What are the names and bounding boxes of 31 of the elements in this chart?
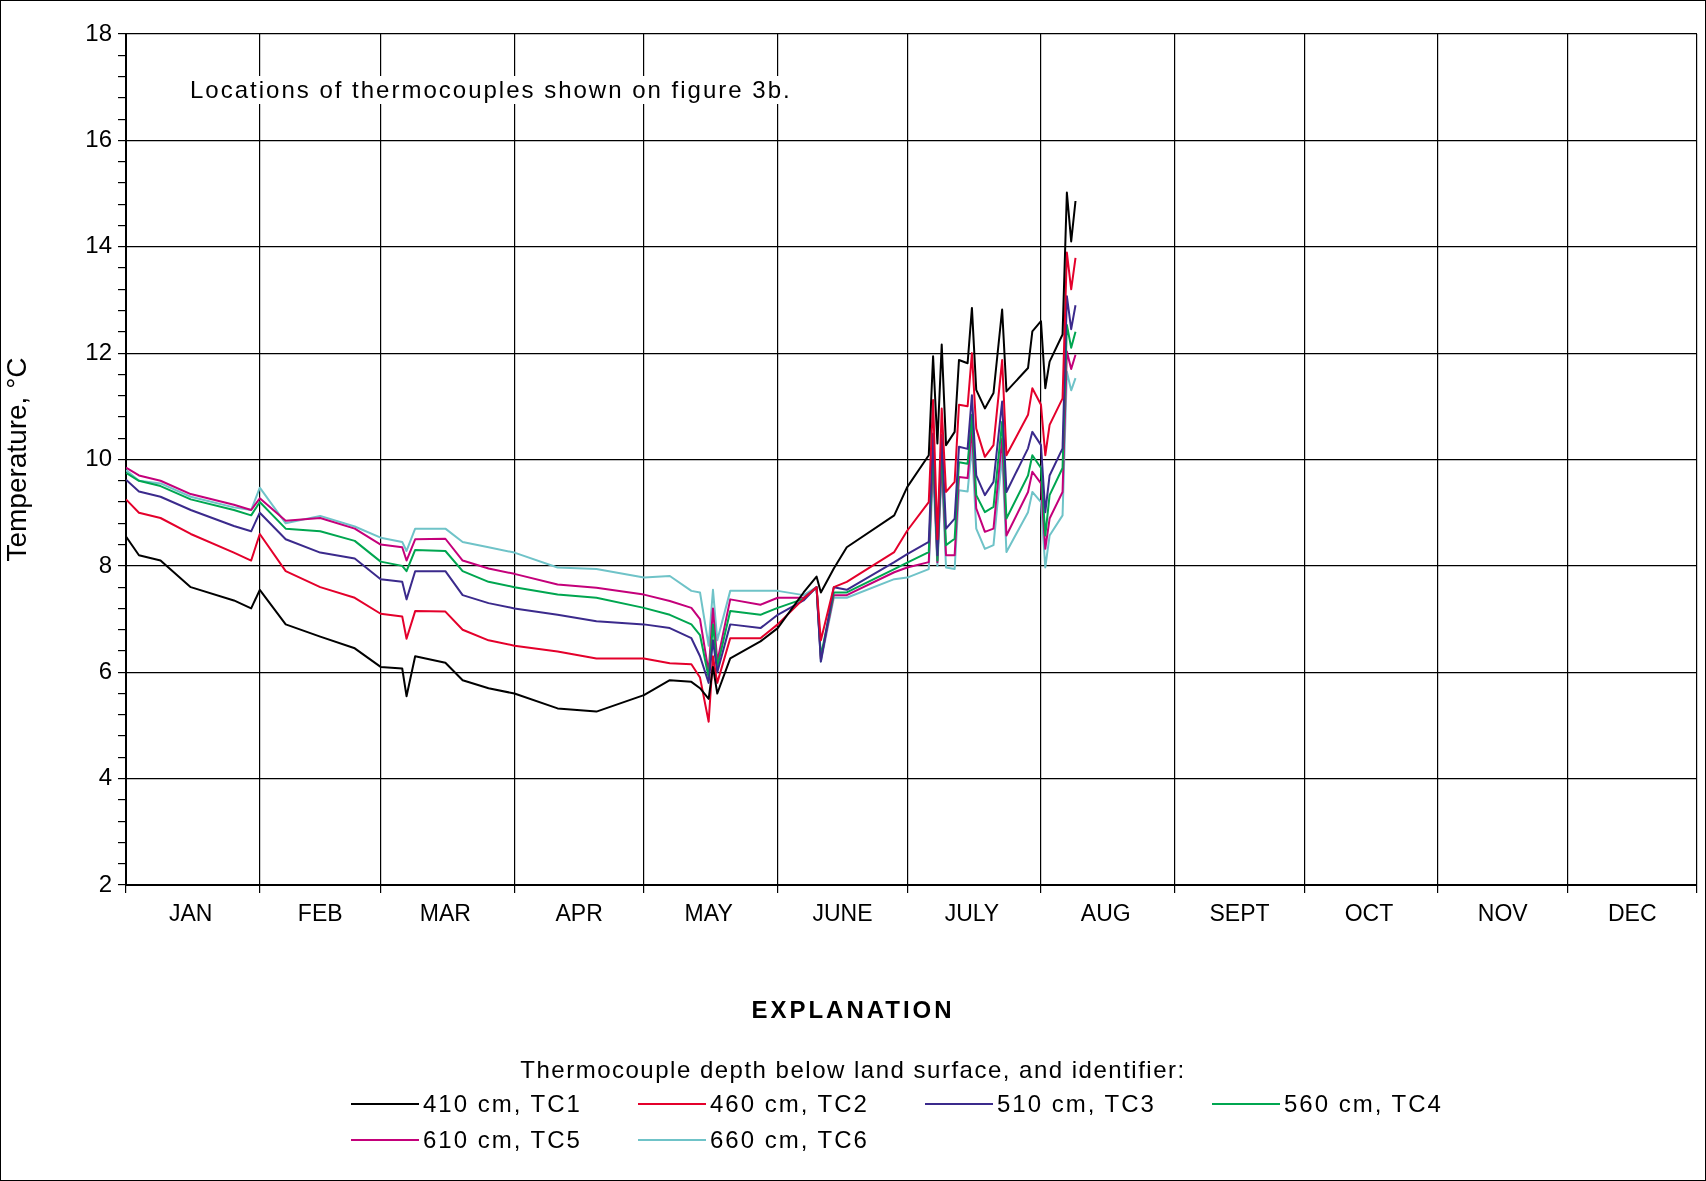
x-tick-label: JUNE: [812, 900, 873, 927]
x-tick-label: JAN: [169, 900, 213, 927]
x-tick-label: SEPT: [1209, 900, 1270, 927]
y-tick-label: 8: [98, 550, 112, 578]
y-axis-title: Temperature, °C: [0, 357, 32, 562]
legend-label: 610 cm, TC5: [423, 1126, 582, 1154]
y-tick-label: 4: [98, 763, 112, 791]
legend-label: 460 cm, TC2: [710, 1090, 869, 1118]
y-tick-label: 14: [85, 231, 112, 259]
x-tick-label: NOV: [1477, 900, 1529, 927]
y-tick-label: 16: [85, 125, 112, 152]
legend-label: 510 cm, TC3: [997, 1090, 1156, 1118]
x-tick-label: FEB: [297, 900, 343, 927]
y-tick-label: 2: [98, 869, 112, 897]
x-tick-label: MAY: [684, 900, 733, 927]
text: Thermocouple depth below land surface, and identifier:: [519, 1056, 1187, 1084]
x-tick-label: JULY: [944, 900, 1000, 927]
y-tick-label: 6: [98, 656, 112, 684]
x-tick-label: DEC: [1607, 900, 1657, 927]
legend-title: EXPLANATION: [750, 996, 956, 1024]
x-tick-label: OCT: [1344, 900, 1394, 927]
legend-label: 660 cm, TC6: [710, 1126, 869, 1154]
y-tick-label: 10: [85, 444, 112, 472]
legend-label: 560 cm, TC4: [1284, 1090, 1443, 1118]
x-tick-label: APR: [555, 900, 603, 927]
x-tick-label: MAR: [419, 900, 471, 927]
annotation: Locations of thermocouples shown on figure 3b.: [186, 76, 796, 104]
legend-label: 410 cm, TC1: [423, 1090, 582, 1118]
y-tick-label: 18: [85, 18, 112, 46]
y-tick-label: 12: [85, 337, 112, 365]
x-tick-label: AUG: [1080, 900, 1131, 927]
